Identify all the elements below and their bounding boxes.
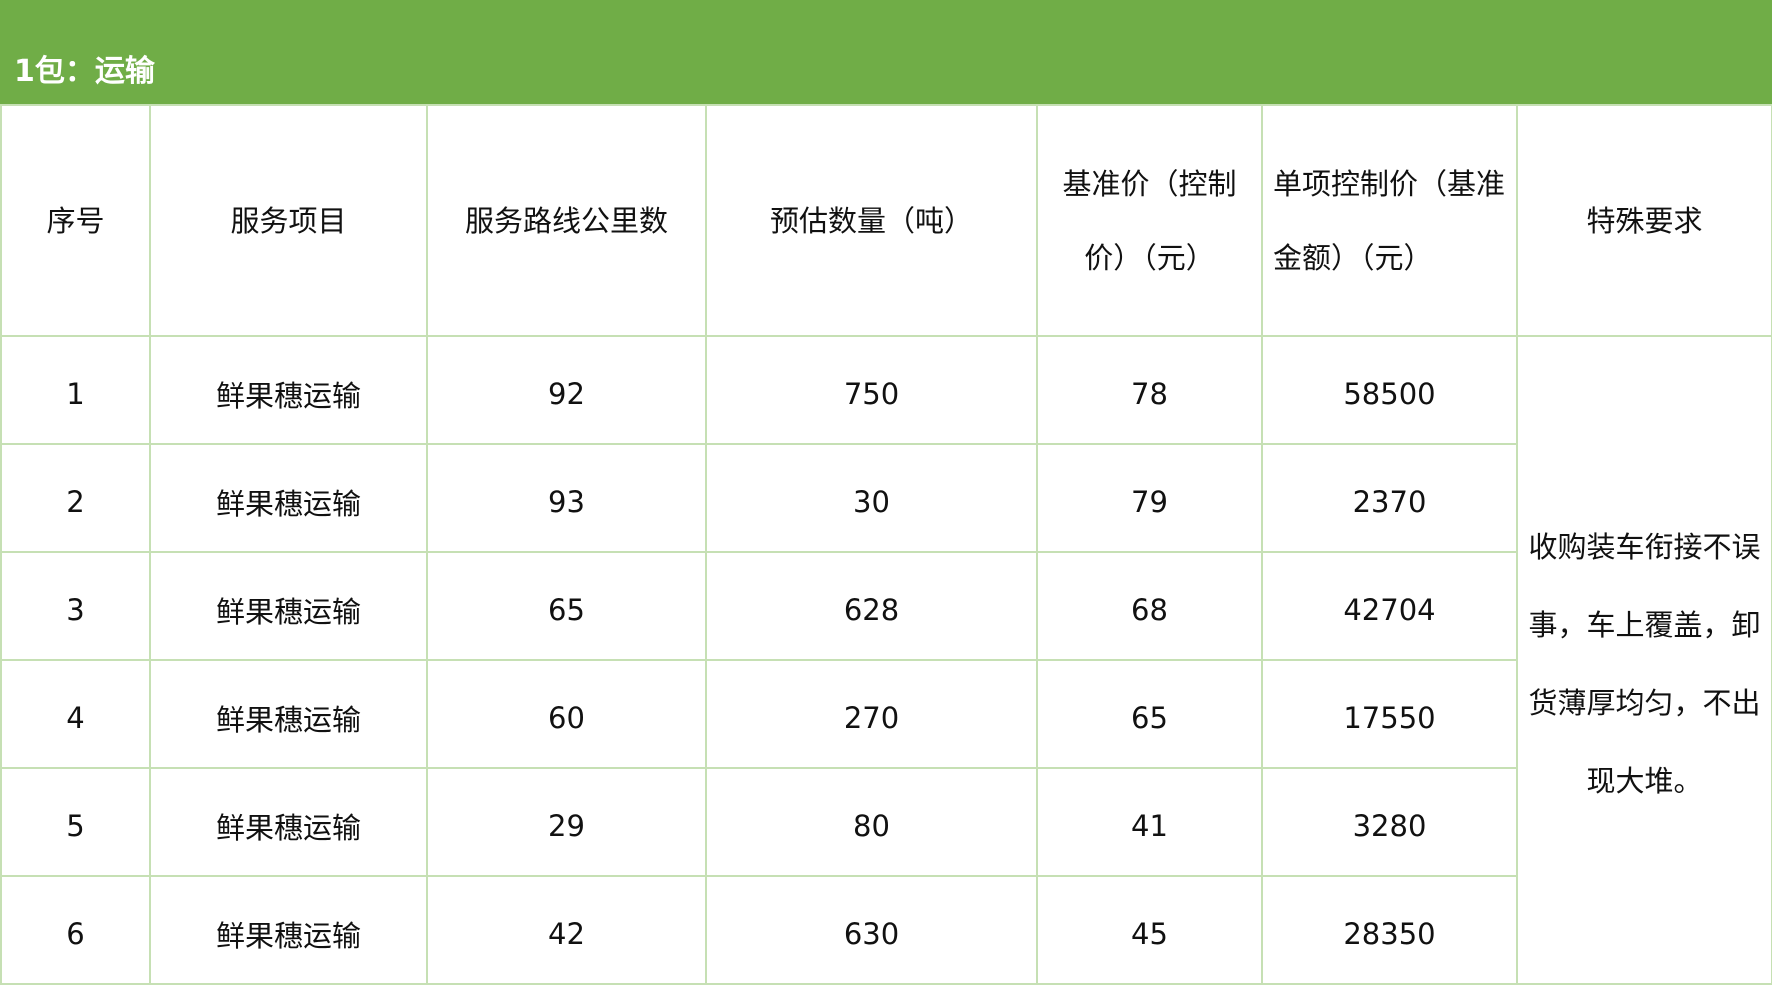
header-cell: 单项控制价（基准金额）（元） (1261, 104, 1518, 337)
table-cell: 28350 (1261, 875, 1518, 985)
header-row: 序号 服务项目 服务路线公里数 预估数量（吨） 基准价（控制价）（元） 单项控制… (0, 104, 1772, 337)
special-requirement-cell: 收购装车衔接不误事，车上覆盖，卸货薄厚均匀，不出现大堆。 (1516, 335, 1772, 985)
table-cell: 68 (1036, 551, 1263, 661)
table-cell: 80 (705, 767, 1038, 877)
table-cell: 鲜果穗运输 (149, 659, 428, 769)
table-cell: 3280 (1261, 767, 1518, 877)
table-cell: 93 (426, 443, 707, 553)
table-cell: 78 (1036, 335, 1263, 445)
table-cell: 鲜果穗运输 (149, 443, 428, 553)
header-cell: 预估数量（吨） (705, 104, 1038, 337)
header-cell: 服务路线公里数 (426, 104, 707, 337)
table-cell: 58500 (1261, 335, 1518, 445)
table-cell: 1 (0, 335, 151, 445)
table-cell: 65 (426, 551, 707, 661)
table-cell: 6 (0, 875, 151, 985)
header-cell: 服务项目 (149, 104, 428, 337)
table-cell: 鲜果穗运输 (149, 551, 428, 661)
table-row: 3 鲜果穗运输 65 628 68 42704 (0, 551, 1772, 661)
table-cell: 42704 (1261, 551, 1518, 661)
table-cell: 4 (0, 659, 151, 769)
header-cell: 基准价（控制价）（元） (1036, 104, 1263, 337)
table-cell: 鲜果穗运输 (149, 767, 428, 877)
table-row: 1 鲜果穗运输 92 750 78 58500 收购装车衔接不误事，车上覆盖，卸货薄厚均匀，… (0, 335, 1772, 985)
table-cell: 2370 (1261, 443, 1518, 553)
table-cell: 630 (705, 875, 1038, 985)
table-cell: 42 (426, 875, 707, 985)
table-cell: 17550 (1261, 659, 1518, 769)
table-cell: 鲜果穗运输 (149, 335, 428, 445)
section-title: 1包：运输 (14, 54, 155, 89)
table-cell: 5 (0, 767, 151, 877)
table-cell: 41 (1036, 767, 1263, 877)
section-banner: 1包：运输 (0, 0, 1772, 104)
table-cell: 628 (705, 551, 1038, 661)
table-cell: 鲜果穗运输 (149, 875, 428, 985)
table-cell: 92 (426, 335, 707, 445)
table-cell: 60 (426, 659, 707, 769)
table-cell: 79 (1036, 443, 1263, 553)
table-row: 4 鲜果穗运输 60 270 65 17550 (0, 659, 1772, 769)
table-cell: 29 (426, 767, 707, 877)
transport-table: 序号 服务项目 服务路线公里数 预估数量（吨） 基准价（控制价）（元） 单项控制… (0, 104, 1772, 985)
header-cell: 序号 (0, 104, 151, 337)
table-cell: 65 (1036, 659, 1263, 769)
table-row: 6 鲜果穗运输 42 630 45 28350 (0, 875, 1772, 985)
table-cell: 45 (1036, 875, 1263, 985)
table-cell: 30 (705, 443, 1038, 553)
table-row: 5 鲜果穗运输 29 80 41 3280 (0, 767, 1772, 877)
header-cell: 特殊要求 (1516, 104, 1772, 337)
table-cell: 3 (0, 551, 151, 661)
table-row: 2 鲜果穗运输 93 30 79 2370 (0, 443, 1772, 553)
table-cell: 750 (705, 335, 1038, 445)
table-cell: 270 (705, 659, 1038, 769)
table-cell: 2 (0, 443, 151, 553)
